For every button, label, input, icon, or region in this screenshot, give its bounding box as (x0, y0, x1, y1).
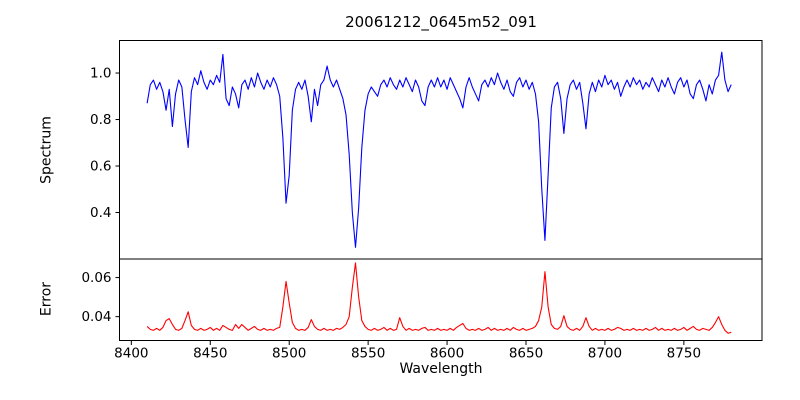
spectrum-y-tick-label: 0.8 (90, 112, 111, 128)
x-tick-label: 8600 (430, 346, 464, 362)
error-y-tick-label: 0.04 (81, 309, 111, 325)
x-tick-label: 8400 (114, 346, 148, 362)
wavelength-axis-label: Wavelength (399, 361, 483, 377)
figure-title: 20061212_0645m52_091 (345, 13, 537, 31)
x-tick-label: 8550 (351, 346, 385, 362)
spectrum-line (146, 51, 732, 248)
spectrum-y-tick-label: 0.6 (90, 159, 111, 175)
spectrum-axis-label: Spectrum (38, 116, 55, 184)
x-tick-label: 8700 (588, 346, 622, 362)
x-tick-label: 8750 (667, 346, 701, 362)
error-y-tick-label: 0.06 (81, 270, 111, 286)
error-panel-frame (119, 258, 763, 341)
error-axis-label: Error (38, 281, 55, 317)
x-tick-label: 8450 (193, 346, 227, 362)
spectrum-y-tick-label: 0.4 (90, 205, 111, 221)
error-line (146, 262, 732, 334)
spectrum-y-tick-label: 1.0 (90, 66, 111, 82)
x-tick-label: 8500 (272, 346, 306, 362)
x-tick-label: 8650 (509, 346, 543, 362)
spectrum-panel-frame (119, 40, 763, 260)
